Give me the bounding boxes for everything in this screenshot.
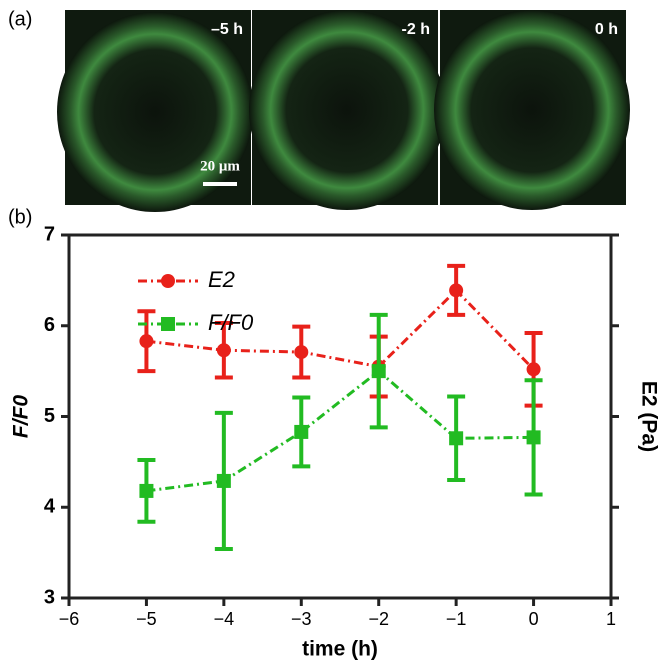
x-tick-label: 0 bbox=[529, 609, 539, 629]
cell-ring bbox=[434, 10, 630, 210]
marker bbox=[449, 283, 464, 298]
y-tick-label: 5 bbox=[44, 405, 55, 427]
marker bbox=[449, 431, 464, 446]
marker bbox=[526, 362, 541, 377]
x-tick-label: −3 bbox=[291, 609, 312, 629]
series-line bbox=[146, 288, 535, 371]
y-tick-label: 4 bbox=[44, 496, 56, 518]
x-tick-label: −6 bbox=[59, 609, 80, 629]
plot-frame bbox=[67, 233, 613, 600]
panel-label: (a) bbox=[8, 8, 32, 30]
legend-label: E2 bbox=[208, 267, 235, 292]
y-axis-title: F/F0 bbox=[10, 395, 33, 438]
legend-label: F/F0 bbox=[208, 310, 254, 335]
time-label: –5 h bbox=[211, 21, 243, 38]
time-label: -2 h bbox=[402, 21, 430, 38]
panel-label: (b) bbox=[8, 206, 32, 228]
x-tick-label: −2 bbox=[368, 609, 389, 629]
y-tick-label: 6 bbox=[44, 314, 55, 336]
marker bbox=[139, 483, 154, 498]
marker bbox=[526, 430, 541, 445]
scale-bar-label: 20 μm bbox=[200, 158, 240, 174]
x-tick-label: −1 bbox=[446, 609, 467, 629]
legend-marker bbox=[161, 274, 175, 288]
y-tick-label: 3 bbox=[44, 586, 55, 608]
x-tick-label: −5 bbox=[136, 609, 157, 629]
series-line bbox=[146, 369, 534, 493]
series bbox=[137, 263, 543, 408]
legend-marker bbox=[161, 317, 175, 331]
time-label: 0 h bbox=[595, 21, 618, 38]
cell-ring bbox=[57, 12, 253, 212]
x-axis-title: time (h) bbox=[302, 638, 378, 661]
cell-ring bbox=[249, 10, 445, 210]
y-tick-label: 7 bbox=[44, 223, 55, 245]
marker bbox=[294, 424, 309, 439]
x-tick-label: −4 bbox=[214, 609, 235, 629]
marker bbox=[216, 473, 231, 488]
x-tick-label: 1 bbox=[606, 609, 616, 629]
marker bbox=[216, 343, 231, 358]
series bbox=[137, 312, 543, 551]
marker bbox=[371, 364, 386, 379]
marker bbox=[294, 345, 309, 360]
scale-bar bbox=[203, 182, 237, 186]
marker bbox=[139, 334, 154, 349]
y2-axis-title: E2 (Pa) bbox=[637, 381, 660, 452]
micrographs: –5 h -2 h 0 h 20 μm bbox=[57, 10, 630, 212]
